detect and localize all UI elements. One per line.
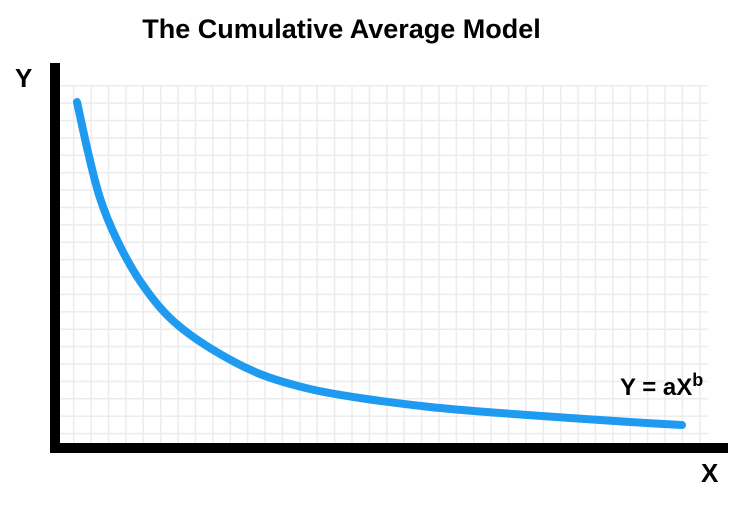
equation-base: Y = aX [620, 374, 693, 401]
y-axis-line [50, 63, 60, 452]
y-axis-label: Y [15, 63, 33, 93]
chart-title: The Cumulative Average Model [142, 14, 541, 44]
grid-area [60, 85, 708, 443]
equation-exponent: b [692, 370, 704, 390]
x-axis-line [50, 443, 728, 453]
equation-annotation: Y = aXb [620, 371, 703, 402]
x-axis-label: X [701, 458, 719, 488]
